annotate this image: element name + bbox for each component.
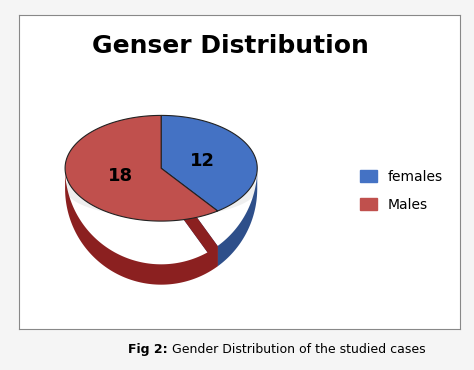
Polygon shape <box>161 115 257 211</box>
Polygon shape <box>218 168 257 266</box>
Text: 18: 18 <box>108 166 133 185</box>
Polygon shape <box>65 115 218 221</box>
Legend: females, Males: females, Males <box>355 164 448 218</box>
Text: Gender Distribution of the studied cases: Gender Distribution of the studied cases <box>168 343 426 356</box>
Polygon shape <box>161 168 218 266</box>
Text: Fig 2:: Fig 2: <box>128 343 168 356</box>
Text: Genser Distribution: Genser Distribution <box>92 34 369 58</box>
Ellipse shape <box>65 160 257 218</box>
Polygon shape <box>65 168 218 285</box>
Polygon shape <box>161 168 218 266</box>
Text: 12: 12 <box>190 152 215 170</box>
